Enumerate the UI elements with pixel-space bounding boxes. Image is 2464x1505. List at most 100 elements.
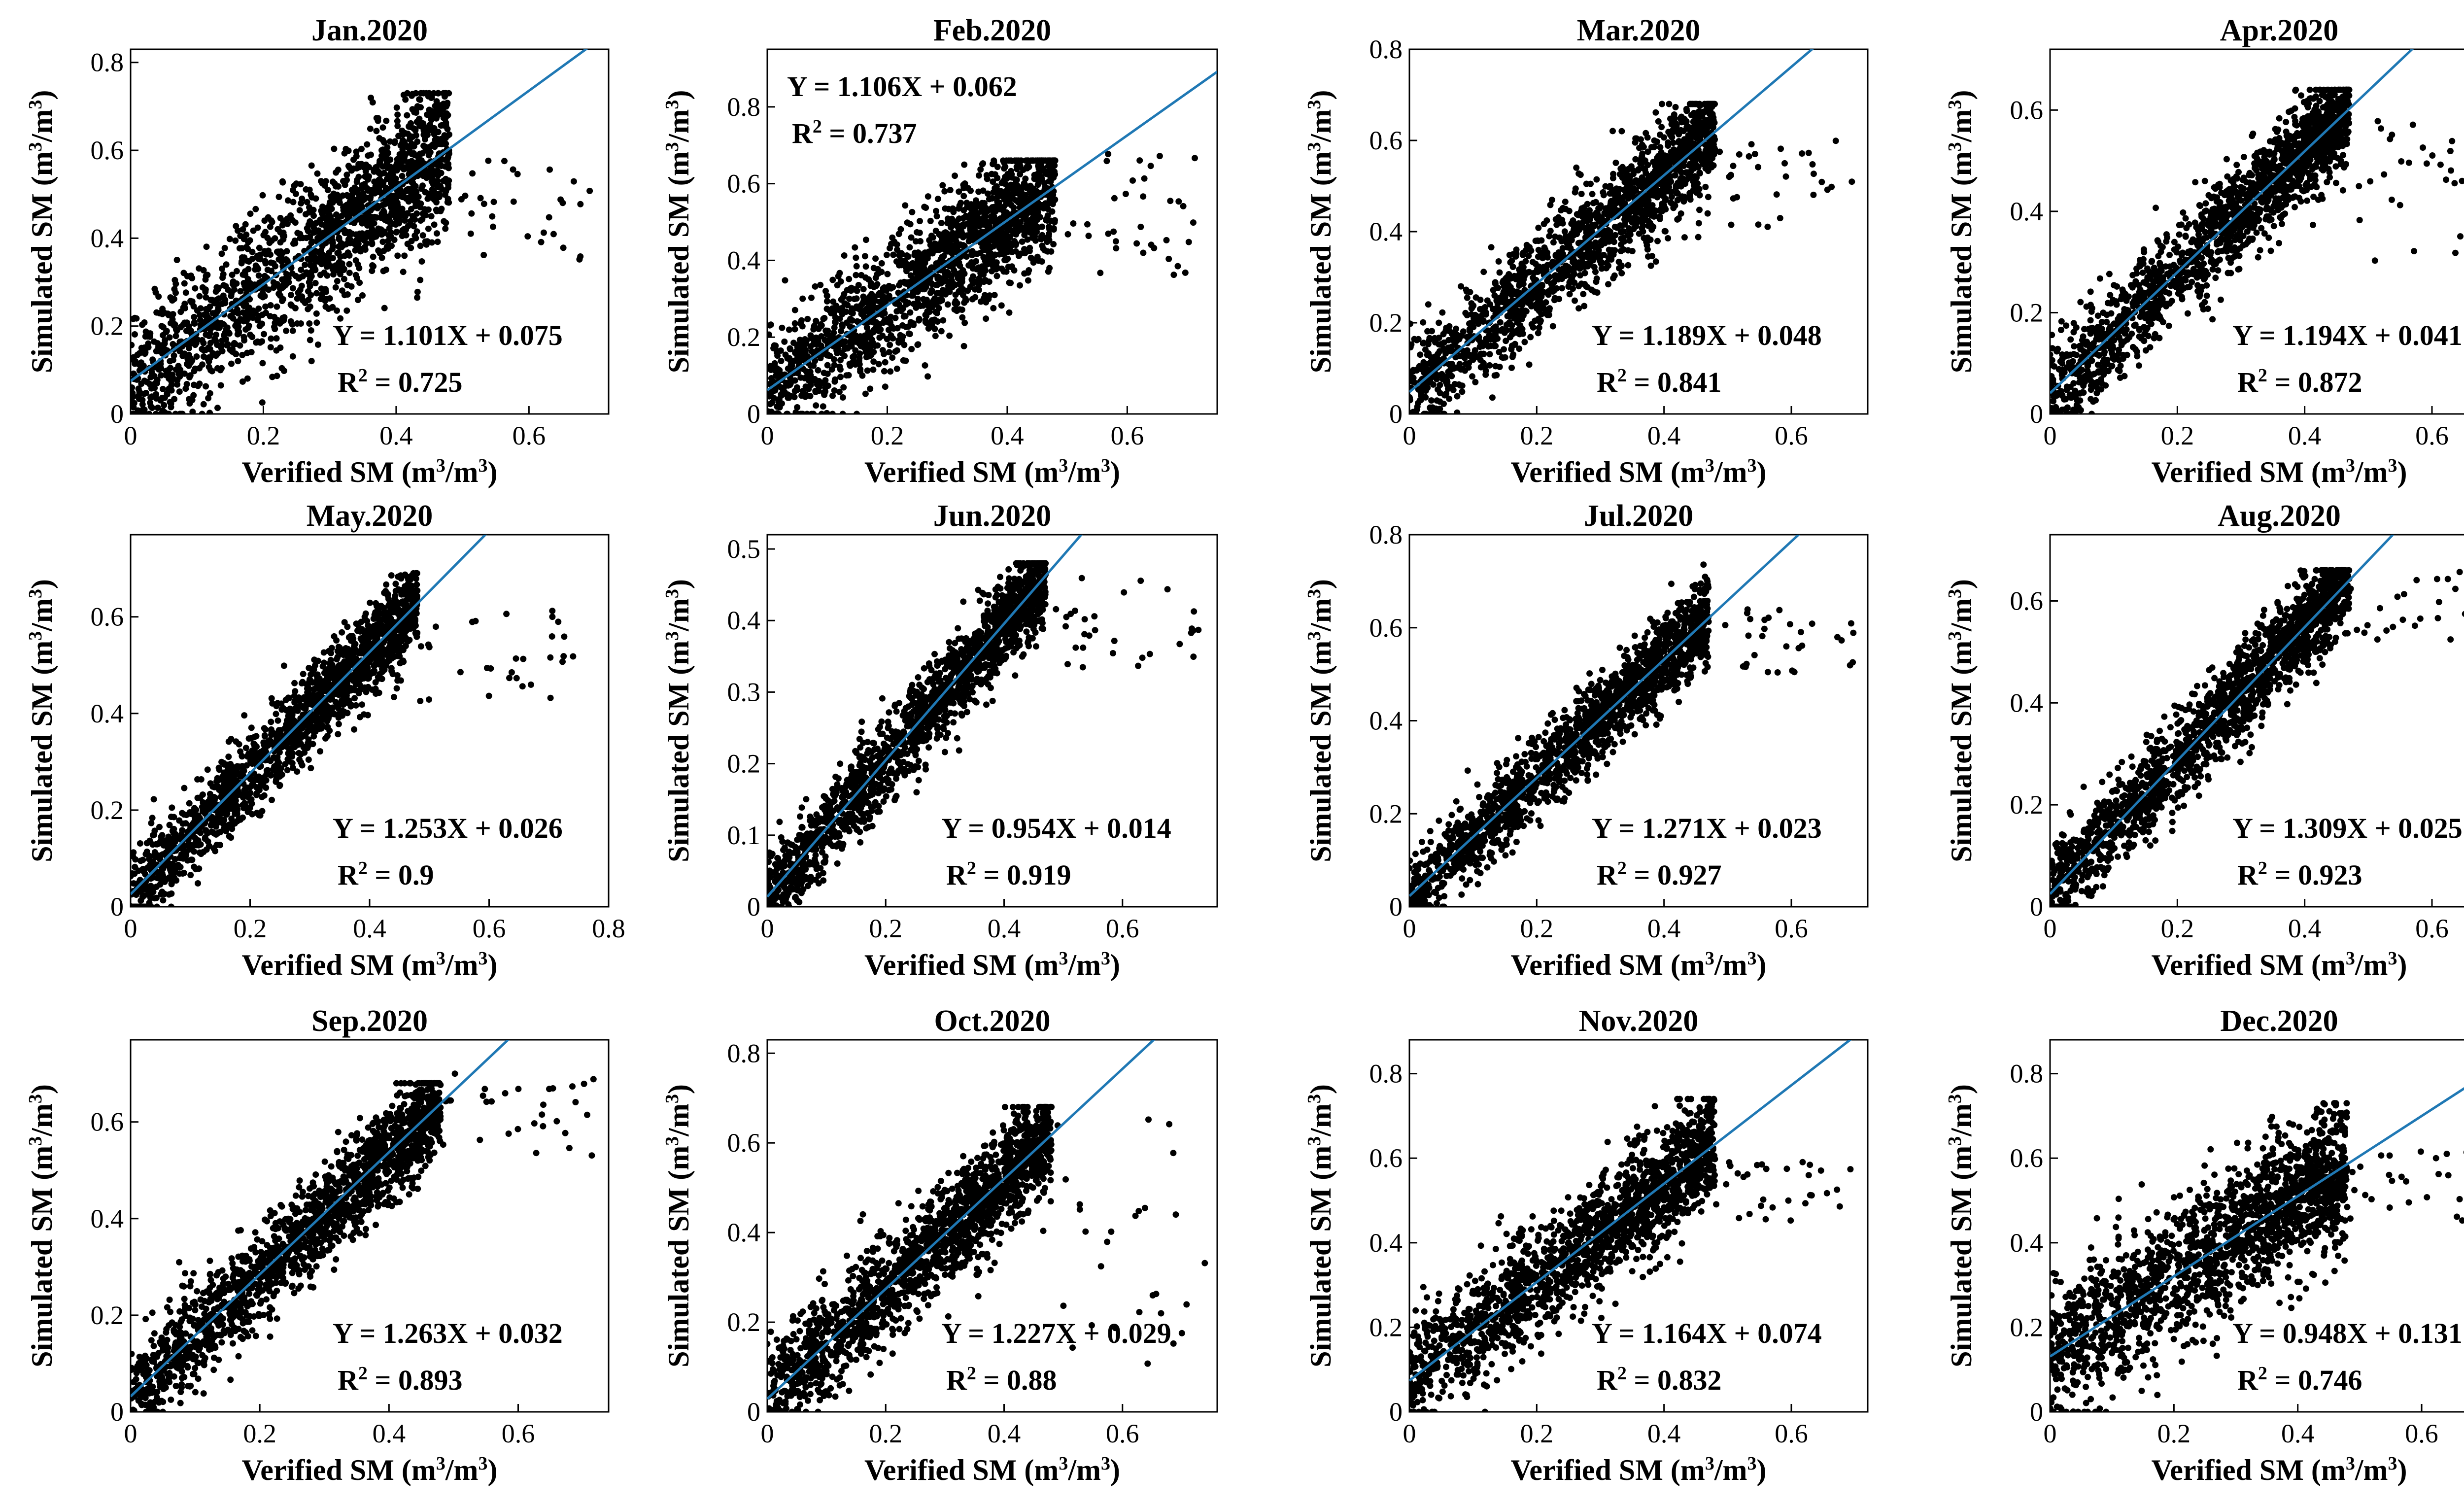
data-point: [890, 251, 897, 258]
data-point: [839, 310, 846, 317]
data-point: [854, 410, 860, 414]
data-point: [881, 350, 887, 357]
data-point: [255, 272, 262, 279]
data-point: [1609, 128, 1616, 135]
data-point: [280, 283, 287, 290]
data-point: [399, 227, 406, 234]
data-point: [323, 263, 330, 270]
data-point: [132, 331, 138, 338]
data-point: [354, 297, 361, 304]
data-point: [1647, 262, 1654, 269]
data-point: [267, 251, 274, 258]
data-point: [1678, 169, 1685, 176]
data-point: [436, 140, 443, 147]
data-point: [429, 186, 436, 193]
data-point: [1003, 268, 1010, 275]
data-point: [224, 341, 231, 348]
data-point: [422, 136, 428, 143]
data-point: [259, 192, 266, 199]
data-point: [864, 367, 871, 374]
outlier-point: [468, 210, 475, 217]
data-point: [384, 196, 391, 203]
outlier-point: [1136, 157, 1143, 164]
data-point: [187, 359, 194, 366]
data-point: [199, 345, 205, 352]
data-point: [990, 210, 997, 217]
data-point: [910, 301, 917, 308]
y-tick-label: 0.4: [727, 245, 761, 275]
data-point: [774, 349, 780, 356]
data-point: [259, 399, 266, 406]
data-point: [1607, 200, 1614, 207]
data-point: [961, 180, 968, 187]
data-point: [1592, 269, 1599, 275]
outlier-point: [1112, 238, 1119, 245]
data-point: [906, 244, 913, 251]
data-point: [891, 239, 898, 246]
data-point: [393, 104, 400, 111]
data-point: [778, 358, 785, 364]
data-point: [428, 95, 435, 101]
data-point: [946, 332, 953, 339]
data-point: [389, 166, 396, 172]
data-point: [385, 245, 392, 252]
data-point: [1644, 148, 1651, 155]
data-point: [214, 405, 221, 411]
x-tick-label: 0.4: [991, 421, 1024, 450]
panel-mar-2020: 0 0.2 0.4 0.600.20.40.60.8Mar.2020Verified …: [1304, 14, 1869, 488]
data-point: [823, 298, 830, 305]
data-point: [1577, 171, 1584, 178]
data-point: [344, 202, 351, 209]
data-point: [206, 410, 213, 414]
data-point: [1024, 184, 1031, 191]
data-point: [1527, 334, 1534, 341]
outlier-point: [560, 244, 567, 251]
data-point: [927, 217, 934, 224]
data-point: [1508, 257, 1515, 264]
data-point: [203, 294, 209, 301]
data-point: [918, 283, 924, 290]
data-point: [942, 229, 949, 236]
data-point: [812, 283, 819, 290]
data-point: [1677, 210, 1684, 217]
data-point: [1464, 360, 1470, 367]
panel-jan-2020: 0 0.2 0.4 0.600.20.40.60.8Jan.2020Verified …: [25, 14, 610, 488]
data-point: [1492, 323, 1499, 330]
data-point: [205, 395, 212, 402]
data-point: [808, 294, 815, 301]
data-point: [412, 132, 419, 139]
data-point: [380, 170, 387, 176]
data-point: [921, 265, 927, 272]
data-point: [407, 167, 413, 173]
data-point: [200, 401, 207, 408]
data-point: [267, 313, 274, 320]
data-point: [394, 202, 401, 209]
data-point: [425, 206, 432, 213]
data-point: [1636, 144, 1643, 151]
data-point: [1625, 262, 1632, 269]
outlier-point: [489, 213, 496, 220]
y-axis-label: Simulated SM (m3/m3): [25, 90, 58, 374]
data-point: [938, 220, 945, 226]
data-point: [1022, 175, 1029, 182]
data-point: [798, 392, 805, 399]
data-point: [849, 305, 856, 312]
data-point: [417, 242, 424, 249]
data-point: [1626, 237, 1633, 244]
data-point: [989, 195, 995, 202]
data-point: [1006, 227, 1013, 234]
data-point: [802, 383, 809, 390]
data-point: [381, 216, 388, 223]
outlier-point: [1141, 175, 1148, 182]
data-point: [1668, 193, 1675, 200]
data-point: [948, 249, 955, 256]
data-point: [165, 310, 171, 317]
data-point: [195, 382, 202, 389]
data-point: [983, 259, 990, 266]
x-tick-label: 0: [761, 421, 774, 450]
data-point: [283, 327, 290, 334]
data-point: [1429, 328, 1435, 335]
data-point: [1621, 200, 1628, 206]
data-point: [256, 244, 263, 251]
data-point: [362, 168, 369, 175]
